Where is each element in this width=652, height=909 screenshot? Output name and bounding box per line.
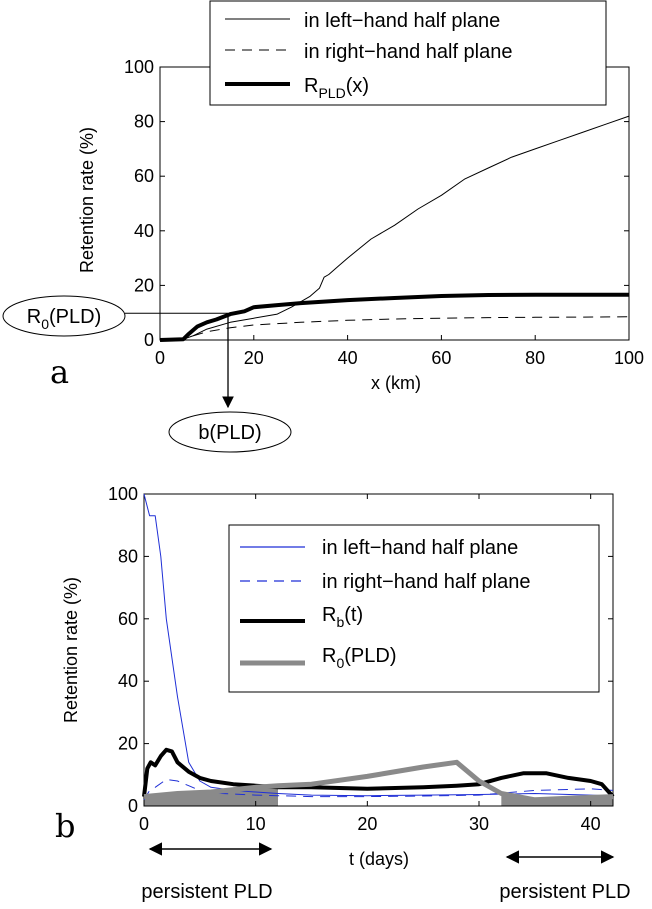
- panel-a-series-lines: [159, 115, 630, 342]
- y-tick-label: 60: [118, 609, 138, 629]
- series-line-1: [159, 115, 630, 341]
- x-tick-label: 80: [525, 348, 545, 368]
- r0-annotation-label: R0(PLD): [27, 306, 101, 332]
- legend-b-r0-base: R: [322, 645, 336, 667]
- x-tick-label: 20: [244, 348, 264, 368]
- x-tick-label: 30: [469, 814, 489, 834]
- legend-b-label-left: in left−hand half plane: [322, 537, 518, 559]
- panel-b-chart: 0 10 20 30 40 0 20 40 60 80 100 t (days) Retention…: [55, 484, 631, 903]
- panel-a-legend: in left−hand half plane in right−hand ha…: [209, 0, 607, 106]
- legend-a-rpld-sub: PLD: [318, 85, 345, 101]
- y-tick-label: 80: [118, 546, 138, 566]
- legend-b-r0-sub: 0: [336, 655, 344, 671]
- y-tick-label: 20: [134, 275, 154, 295]
- y-tick-label: 100: [124, 57, 154, 77]
- x-tick-label: 0: [155, 348, 165, 368]
- y-tick-label: 100: [108, 484, 138, 504]
- series-line-3: [159, 292, 629, 342]
- x-tick-label: 100: [614, 348, 644, 368]
- legend-b-r0-arg: (PLD): [344, 645, 396, 667]
- persistent-pld-label-right: persistent PLD: [499, 881, 630, 903]
- x-tick-label: 10: [246, 814, 266, 834]
- y-tick-label: 20: [118, 734, 138, 754]
- legend-b-rb-sub: b: [336, 614, 344, 630]
- legend-a-label-rpld: RPLD(x): [304, 75, 369, 101]
- b-annotation-ellipse: [168, 411, 292, 453]
- persistent-pld-label-left: persistent PLD: [141, 881, 272, 903]
- panel-b-legend: in left−hand half plane in right−hand ha…: [228, 524, 600, 693]
- panel-a-y-axis-label: Retention rate (%): [77, 127, 97, 273]
- panel-b-tick-labels: 0 10 20 30 40 0 20 40 60 80 100: [108, 484, 601, 834]
- y-tick-label: 0: [128, 796, 138, 816]
- legend-b-label-r0: R0(PLD): [322, 645, 396, 671]
- x-tick-label: 0: [139, 814, 149, 834]
- legend-a-rpld-arg: (x): [346, 75, 369, 97]
- legend-b-label-right: in right−hand half plane: [322, 571, 531, 593]
- r0-annotation-ellipse: [2, 295, 126, 337]
- legend-a-label-left: in left−hand half plane: [304, 10, 500, 32]
- series-line-2: [143, 779, 614, 801]
- panel-a-chart: 0 20 40 60 80 100 0 20 40 60 80 100 x (km) Retentio…: [2, 0, 644, 453]
- y-tick-label: 40: [118, 671, 138, 691]
- legend-b-rb-arg: (t): [344, 604, 363, 626]
- series-line-2: [159, 316, 630, 341]
- y-tick-label: 40: [134, 221, 154, 241]
- y-tick-label: 0: [144, 330, 154, 350]
- legend-b-rb-base: R: [322, 604, 336, 626]
- panel-b-series-lines: [142, 493, 615, 803]
- x-tick-label: 20: [357, 814, 377, 834]
- panel-b-y-axis-label: Retention rate (%): [61, 577, 81, 723]
- r0-arg: (PLD): [49, 306, 101, 328]
- panel-a-letter: a: [50, 353, 69, 391]
- legend-b-label-rb: Rb(t): [322, 604, 363, 630]
- panel-b-ticks: [143, 493, 613, 807]
- panel-a-tick-labels: 0 20 40 60 80 100 0 20 40 60 80 100: [124, 57, 644, 368]
- series-line-4: [143, 759, 614, 803]
- panel-a-x-axis-label: x (km): [371, 373, 421, 393]
- x-tick-label: 40: [338, 348, 358, 368]
- r0-sub: 0: [41, 316, 49, 332]
- r0-base: R: [27, 306, 41, 328]
- x-tick-label: 60: [431, 348, 451, 368]
- y-tick-label: 80: [134, 112, 154, 132]
- b-annotation-label: b(PLD): [198, 422, 261, 444]
- panel-b-x-axis-label: t (days): [349, 849, 409, 869]
- panel-b-letter: b: [55, 807, 75, 845]
- x-tick-label: 40: [581, 814, 601, 834]
- legend-a-label-right: in right−hand half plane: [304, 41, 513, 63]
- y-tick-label: 60: [134, 166, 154, 186]
- panel-a-legend-box: [209, 0, 607, 106]
- panel-b-axes-frame: [143, 493, 614, 807]
- legend-a-rpld-base: R: [304, 75, 318, 97]
